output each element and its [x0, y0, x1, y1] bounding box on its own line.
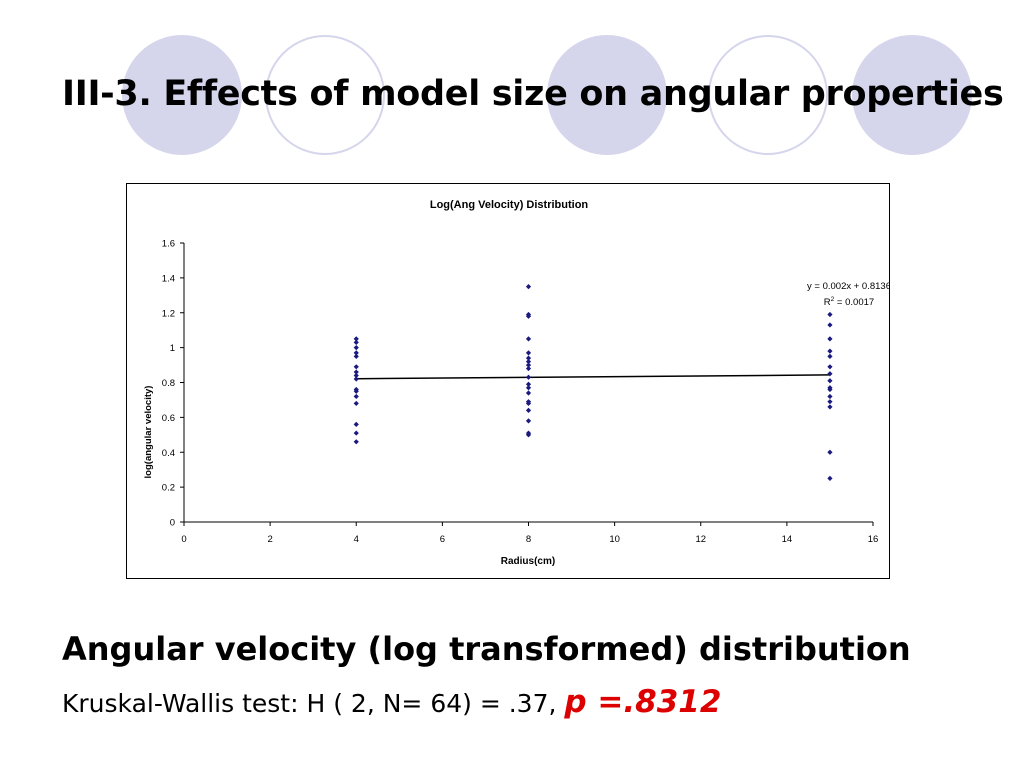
y-tick-label: 0.2 [162, 483, 175, 494]
data-point [827, 393, 833, 400]
data-point [353, 439, 359, 445]
data-point [525, 336, 532, 342]
data-point [525, 407, 532, 413]
data-point [353, 336, 359, 342]
data-point [353, 430, 359, 436]
decor-circle-5 [852, 35, 972, 155]
y-tick-label: 0.8 [162, 378, 175, 389]
data-point [827, 364, 833, 370]
data-point [353, 339, 359, 345]
kruskal-wallis-text: Kruskal-Wallis test: H ( 2, N= 64) = .37… [62, 689, 565, 718]
y-tick-label: 1.6 [162, 239, 175, 250]
data-point [827, 322, 833, 328]
data-point [525, 432, 532, 438]
chart-frame: Log(Ang Velocity) Distribution 0 0.2 0.4 0.… [126, 183, 890, 579]
trendline-equation: y = 0.002x + 0.8136 [807, 281, 889, 292]
x-tick-label: 4 [354, 534, 359, 545]
slide-subtitle: Angular velocity (log transformed) distr… [62, 630, 911, 668]
data-point [353, 350, 359, 356]
x-tick-label: 2 [267, 534, 272, 545]
data-point [525, 362, 532, 368]
statistics-line: Kruskal-Wallis test: H ( 2, N= 64) = .37… [62, 684, 721, 720]
chart-title: Log(Ang Velocity) Distribution [430, 199, 589, 211]
x-axis-label: Radius(cm) [501, 556, 555, 567]
data-point [827, 371, 833, 377]
x-tick-label: 6 [440, 534, 445, 545]
scatter-chart: Log(Ang Velocity) Distribution 0 0.2 0.4 0.… [143, 199, 889, 567]
data-point [525, 313, 532, 319]
decor-circle-3 [547, 35, 667, 155]
x-tick-label: 0 [181, 534, 186, 545]
p-value: p =.8312 [564, 684, 722, 720]
trendline-r2: R2 = 0.0017 [824, 296, 874, 308]
chart-axes: 0 0.2 0.4 0.6 0.8 1 1.2 1.4 1.6 0 2 4 6 8 10 12 14 16 [162, 239, 879, 546]
data-point [525, 283, 532, 290]
data-point [827, 336, 833, 342]
data-point [525, 390, 532, 396]
data-point [827, 475, 833, 482]
y-tick-label: 1.4 [162, 273, 175, 284]
data-point [827, 404, 833, 410]
y-tick-label: 0.6 [162, 413, 175, 424]
data-point [525, 374, 532, 380]
data-point [827, 449, 833, 455]
data-point [353, 393, 359, 400]
data-point [525, 365, 532, 372]
decor-circle-2 [265, 35, 385, 155]
decor-circle-1 [122, 35, 242, 155]
data-point [353, 353, 359, 359]
x-tick-label: 14 [782, 534, 793, 545]
data-points [353, 283, 833, 482]
data-point [353, 369, 359, 375]
y-tick-label: 1.2 [162, 308, 175, 319]
slide-title: III-3. Effects of model size on angular … [62, 74, 1004, 114]
data-point [353, 345, 359, 351]
data-point [525, 385, 532, 391]
x-tick-label: 16 [868, 534, 879, 545]
data-point [353, 364, 359, 370]
data-point [827, 348, 833, 354]
data-point [827, 311, 833, 318]
x-tick-label: 12 [695, 534, 706, 545]
data-point [525, 400, 532, 407]
data-point [525, 358, 532, 365]
data-point [827, 353, 833, 359]
data-point [353, 388, 359, 394]
data-point [827, 399, 833, 405]
data-point [827, 378, 833, 384]
x-tick-label: 8 [526, 534, 531, 545]
y-tick-label: 0.4 [162, 448, 175, 459]
y-tick-label: 1 [170, 343, 175, 354]
data-point [353, 372, 359, 379]
data-point [353, 400, 359, 407]
data-point [525, 350, 532, 356]
data-point [353, 376, 359, 382]
trendline-layer [356, 374, 830, 380]
decor-circle-4 [708, 35, 828, 155]
x-tick-label: 10 [609, 534, 620, 545]
data-point [353, 421, 359, 427]
trendline [356, 374, 830, 380]
data-point [525, 418, 532, 424]
y-tick-label: 0 [170, 518, 175, 529]
y-axis-label: log(angular velocity) [143, 386, 154, 479]
